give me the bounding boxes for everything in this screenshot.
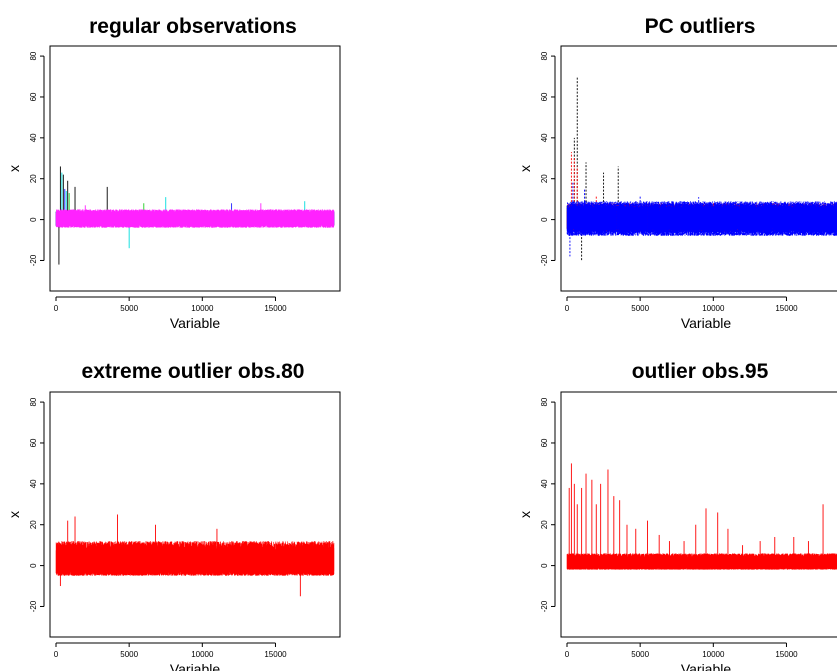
y-tick-label: 60 (29, 438, 38, 447)
series-line (566, 201, 837, 236)
series-3 (566, 182, 837, 257)
chart-panel-2: PC outliers 0 5000 10000 15000 Variable -20 0 20… (517, 15, 837, 331)
chart-title: regular observations (89, 15, 297, 38)
chart-panel-1: regular observations 0 5000 10000 15000 Varia… (6, 15, 341, 331)
series-1 (566, 463, 837, 570)
y-tick-label: 60 (29, 92, 38, 101)
data-area (55, 514, 335, 597)
series-1 (55, 514, 335, 597)
x-tick-label: 0 (565, 650, 570, 659)
y-tick-label: -20 (29, 600, 38, 612)
chart-panel-3: extreme outlier obs.80 0 5000 10000 15000 Var… (6, 360, 341, 671)
data-area (55, 166, 335, 265)
y-tick-label: -20 (29, 254, 38, 266)
y-tick-label: 60 (540, 92, 549, 101)
chart-panel-4: outlier obs.95 0 5000 10000 15000 Variable -20… (517, 360, 837, 671)
y-tick-label: 0 (29, 563, 38, 568)
x-axis-label: Variable (170, 661, 221, 671)
series-line (55, 209, 335, 228)
x-axis-label: Variable (681, 661, 732, 671)
y-tick-label: 40 (540, 133, 549, 142)
y-tick-label: -20 (540, 254, 549, 266)
data-area (566, 76, 837, 261)
x-tick-label: 5000 (631, 650, 649, 659)
y-axis-label: x (6, 511, 22, 518)
x-tick-label: 10000 (702, 650, 725, 659)
series-line (55, 541, 335, 576)
x-axis: 0 5000 10000 15000 (54, 642, 287, 659)
y-axis-label: x (6, 165, 22, 172)
y-tick-label: -20 (540, 600, 549, 612)
y-axis: -20 0 20 40 60 80 (540, 51, 556, 266)
x-tick-label: 10000 (191, 304, 214, 313)
y-axis: -20 0 20 40 60 80 (29, 397, 45, 612)
x-tick-label: 15000 (264, 304, 287, 313)
x-tick-label: 15000 (775, 304, 798, 313)
x-tick-label: 15000 (775, 650, 798, 659)
x-tick-label: 5000 (631, 304, 649, 313)
y-tick-label: 20 (540, 174, 549, 183)
data-area (566, 463, 837, 570)
plot-frame (49, 45, 341, 292)
y-tick-label: 20 (540, 520, 549, 529)
chart-title: PC outliers (645, 15, 756, 38)
chart-title: outlier obs.95 (632, 360, 769, 383)
y-tick-label: 80 (29, 397, 38, 406)
plot-frame (560, 391, 837, 638)
series-line (566, 553, 837, 570)
chart-title: extreme outlier obs.80 (82, 360, 305, 383)
y-axis-label: x (517, 165, 533, 172)
plot-frame (560, 45, 837, 292)
series-5 (55, 203, 335, 228)
y-axis-label: x (517, 511, 533, 518)
x-axis: 0 5000 10000 15000 (565, 642, 798, 659)
x-tick-label: 10000 (702, 304, 725, 313)
y-axis: -20 0 20 40 60 80 (29, 51, 45, 266)
x-tick-label: 5000 (120, 650, 138, 659)
x-tick-label: 0 (54, 650, 59, 659)
x-tick-label: 5000 (120, 304, 138, 313)
x-axis: 0 5000 10000 15000 (54, 296, 287, 313)
x-axis: 0 5000 10000 15000 (565, 296, 798, 313)
y-tick-label: 40 (540, 479, 549, 488)
x-tick-label: 10000 (191, 650, 214, 659)
x-axis-label: Variable (681, 315, 732, 331)
plot-frame (49, 391, 341, 638)
y-tick-label: 20 (29, 174, 38, 183)
y-tick-label: 40 (29, 133, 38, 142)
y-tick-label: 60 (540, 438, 549, 447)
y-tick-label: 0 (29, 217, 38, 222)
y-tick-label: 0 (540, 217, 549, 222)
x-tick-label: 0 (565, 304, 570, 313)
x-tick-label: 0 (54, 304, 59, 313)
y-axis: -20 0 20 40 60 80 (540, 397, 556, 612)
y-tick-label: 40 (29, 479, 38, 488)
x-tick-label: 15000 (264, 650, 287, 659)
y-tick-label: 80 (29, 51, 38, 60)
y-tick-label: 20 (29, 520, 38, 529)
y-tick-label: 80 (540, 51, 549, 60)
y-tick-label: 80 (540, 397, 549, 406)
y-tick-label: 0 (540, 563, 549, 568)
x-axis-label: Variable (170, 315, 221, 331)
